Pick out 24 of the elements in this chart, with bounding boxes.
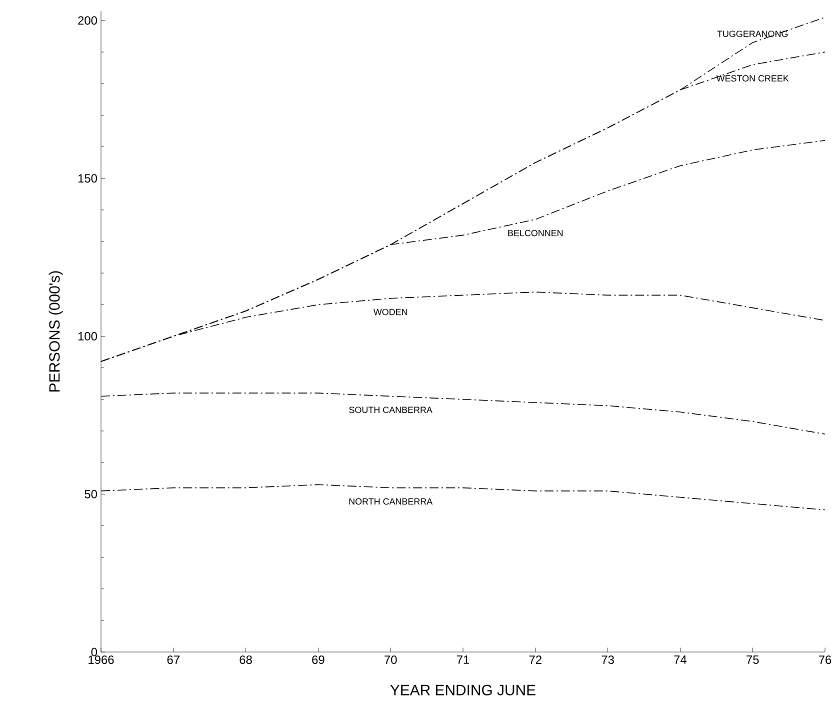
- series-label: NORTH CANBERRA: [349, 498, 433, 505]
- x-tick-label: 72: [529, 656, 542, 664]
- series-label: WODEN: [373, 308, 408, 316]
- x-tick-label: 1966: [88, 656, 114, 664]
- y-tick-label: 50: [84, 490, 98, 498]
- x-tick-label: 70: [384, 656, 397, 664]
- x-tick-label: 67: [167, 656, 180, 664]
- x-tick-label: 68: [240, 656, 252, 664]
- x-tick-label: 71: [456, 656, 470, 664]
- x-tick-label: 76: [818, 656, 832, 664]
- y-tick-label: 0: [91, 648, 98, 656]
- series-label: BELCONNEN: [508, 230, 563, 236]
- x-tick-label: 74: [674, 656, 687, 664]
- x-tick-label: 69: [312, 656, 324, 664]
- x-tick-label: 75: [746, 656, 759, 664]
- x-tick-label: 73: [602, 656, 614, 664]
- y-tick-label: 100: [78, 332, 98, 340]
- y-tick-label: 150: [78, 174, 98, 183]
- series-label: TUGGERANONG: [717, 30, 788, 38]
- y-axis-title: PERSONS (000's): [48, 271, 63, 392]
- x-axis-title: YEAR ENDING JUNE: [390, 684, 536, 696]
- series-label: SOUTH CANBERRA: [349, 406, 432, 414]
- y-tick-label: 200: [78, 16, 98, 25]
- series-label: WESTON CREEK: [716, 75, 789, 82]
